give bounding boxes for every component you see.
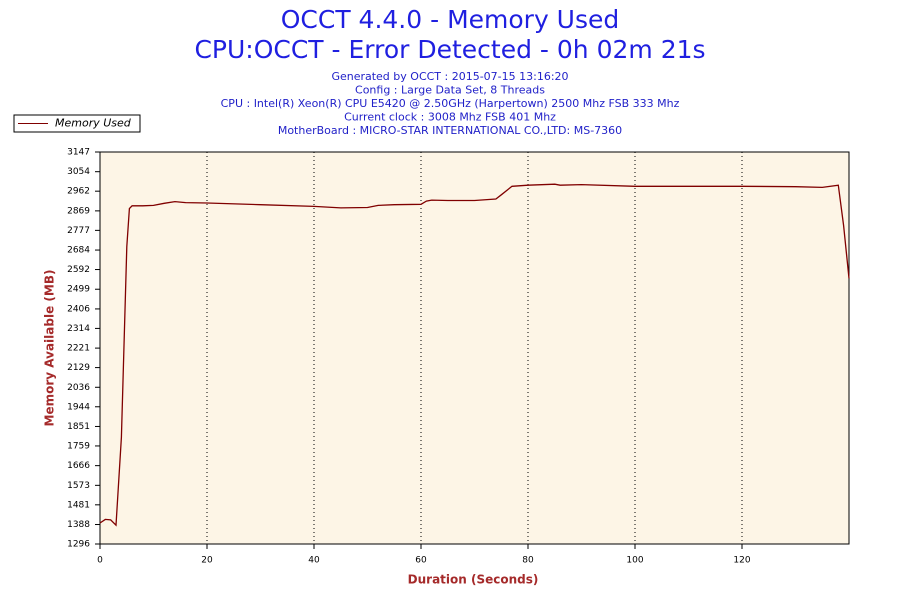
y-tick-label: 1481 [67, 500, 90, 510]
y-tick-label: 1666 [67, 461, 90, 471]
data-line [99, 183, 850, 527]
y-tick-label: 2777 [67, 226, 90, 236]
y-tick-label: 2036 [67, 383, 90, 393]
info-line: Generated by OCCT : 2015-07-15 13:16:20 [331, 70, 568, 83]
y-tick-label: 1944 [67, 402, 90, 412]
info-line: MotherBoard : MICRO-STAR INTERNATIONAL C… [278, 124, 622, 137]
y-tick-label: 3054 [67, 167, 90, 177]
y-tick-label: 1759 [67, 441, 90, 451]
y-tick-label: 2221 [67, 344, 90, 354]
info-line: CPU : Intel(R) Xeon(R) CPU E5420 @ 2.50G… [221, 97, 680, 110]
y-tick-label: 2592 [67, 265, 90, 275]
y-tick-label: 1851 [67, 422, 90, 432]
x-tick-label: 40 [308, 556, 320, 566]
y-tick-label: 2962 [67, 187, 90, 197]
x-tick-label: 120 [733, 556, 750, 566]
plot-border [99, 151, 850, 545]
x-tick-label: 100 [626, 556, 643, 566]
info-line: Current clock : 3008 Mhz FSB 401 Mhz [344, 111, 556, 124]
legend-box [13, 114, 141, 133]
info-line: Config : Large Data Set, 8 Threads [355, 84, 545, 97]
y-tick-label: 2684 [67, 246, 90, 256]
x-tick-label: 20 [201, 556, 213, 566]
y-tick-label: 2869 [67, 206, 90, 216]
y-tick-label: 2314 [67, 324, 90, 334]
x-tick-label: 60 [415, 556, 427, 566]
x-tick-label: 0 [97, 556, 103, 566]
legend-label: Memory Used [55, 117, 132, 130]
y-tick-label: 3147 [67, 148, 90, 158]
y-tick-label: 2129 [67, 363, 90, 373]
chart-title: OCCT 4.4.0 - Memory Used [281, 5, 620, 34]
y-tick-label: 2406 [67, 304, 90, 314]
x-tick-label: 80 [522, 556, 534, 566]
y-tick-label: 1573 [67, 481, 90, 491]
y-tick-label: 1388 [67, 520, 90, 530]
x-axis-label: Duration (Seconds) [408, 573, 539, 587]
y-tick-label: 2499 [67, 285, 90, 295]
y-axis-label: Memory Available (MB) [43, 270, 57, 427]
chart-subtitle: CPU:OCCT - Error Detected - 0h 02m 21s [194, 35, 705, 64]
plot-area [100, 152, 849, 544]
y-tick-label: 1296 [67, 540, 90, 550]
